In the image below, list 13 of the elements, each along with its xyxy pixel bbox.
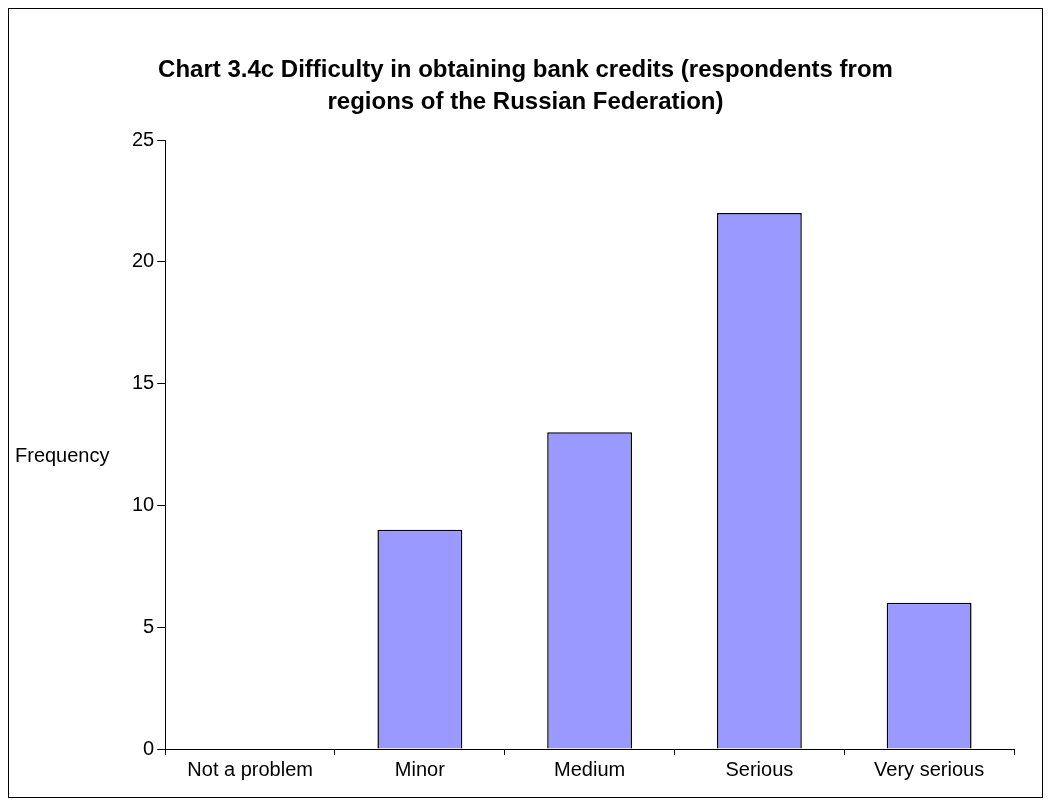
y-tick-label: 20 [132, 249, 155, 272]
x-tick-label: Minor [394, 757, 446, 780]
x-tick-label: Medium [554, 757, 626, 780]
chart-title: Chart 3.4c Difficulty in obtaining bank credits (respondents from regions of the Russian Federation) [157, 54, 894, 116]
x-tick-label: Not a problem [187, 757, 313, 780]
x-tick-label: Serious [725, 757, 794, 780]
y-axis-title: Frequency [15, 444, 110, 467]
y-tick-label: 10 [132, 492, 155, 515]
y-tick-label: 0 [143, 736, 155, 759]
x-tick-label: Very serious [874, 757, 985, 780]
y-tick-label: 5 [143, 614, 155, 637]
y-tick-label: 15 [132, 371, 155, 394]
y-tick-label: 25 [132, 127, 155, 150]
